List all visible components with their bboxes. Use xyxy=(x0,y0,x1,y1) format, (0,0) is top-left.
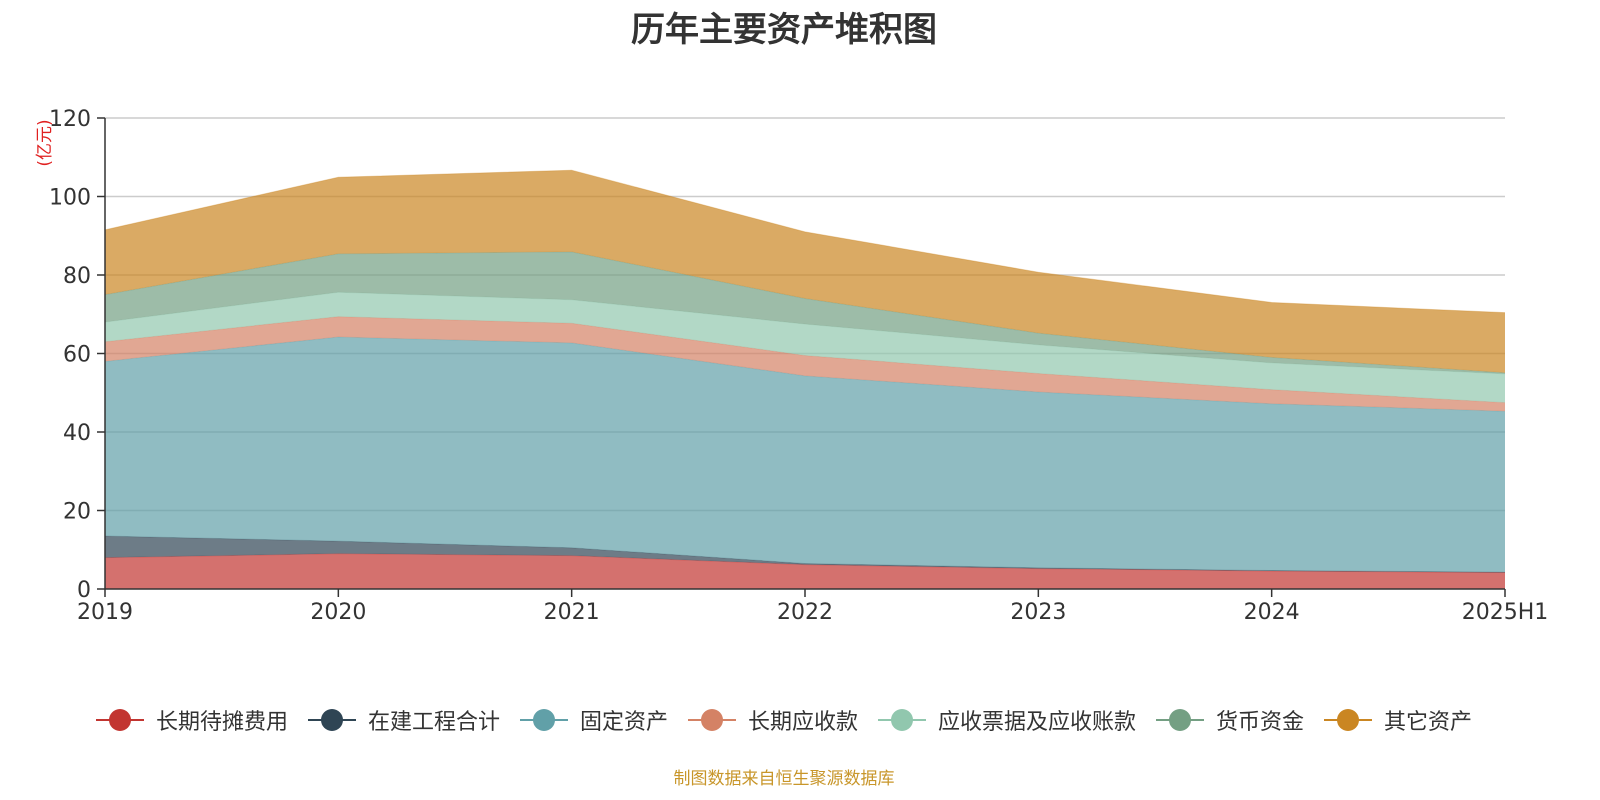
legend-item[interactable]: 其它资产 xyxy=(1324,704,1472,736)
x-tick-label: 2022 xyxy=(777,600,833,625)
area-series-2 xyxy=(105,337,1505,573)
area-series-4 xyxy=(105,292,1505,403)
legend: 长期待摊费用 在建工程合计 固定资产 长期应收款 应收票据及应收账款 货币资金 其它资产 xyxy=(0,700,1568,740)
legend-item[interactable]: 在建工程合计 xyxy=(307,704,500,736)
y-tick-label: 100 xyxy=(49,186,91,211)
legend-label: 长期待摊费用 xyxy=(155,710,288,735)
area-series-0 xyxy=(105,553,1505,589)
area-edge-6 xyxy=(104,169,1506,314)
y-tick-label: 80 xyxy=(63,264,91,289)
legend-label: 货币资金 xyxy=(1216,710,1305,735)
y-axis-unit-label: (亿元) xyxy=(35,119,55,166)
y-tick-label: 0 xyxy=(77,578,91,603)
legend-label: 在建工程合计 xyxy=(367,710,500,735)
legend-label: 应收票据及应收账款 xyxy=(938,710,1137,735)
legend-item[interactable]: 固定资产 xyxy=(519,704,668,736)
legend-label: 长期应收款 xyxy=(747,710,858,735)
y-tick-label: 60 xyxy=(63,343,91,368)
legend-label: 固定资产 xyxy=(579,710,668,735)
stacked-area-chart: 0 20 40 60 80 100 120 2019 2020 2021 2022 2023 2024 2… xyxy=(35,107,1548,625)
y-tick-label: 120 xyxy=(49,107,91,132)
legend-label: 其它资产 xyxy=(1384,710,1473,735)
legend-marker xyxy=(519,708,568,732)
x-tick-label: 2020 xyxy=(310,600,366,625)
x-tick-label: 2024 xyxy=(1244,600,1300,625)
legend-marker xyxy=(1324,708,1373,732)
legend-marker xyxy=(307,708,356,732)
chart-title: 历年主要资产堆积图 xyxy=(631,10,937,50)
legend-marker xyxy=(1156,708,1205,732)
legend-item[interactable]: 长期待摊费用 xyxy=(95,704,288,736)
legend-marker xyxy=(878,708,926,732)
area-series-5 xyxy=(105,251,1505,374)
legend-item[interactable]: 长期应收款 xyxy=(687,704,858,736)
legend-item[interactable]: 货币资金 xyxy=(1156,704,1304,736)
axes: 0 20 40 60 80 100 120 2019 2020 2021 2022 2023 2024 2… xyxy=(49,107,1548,625)
legend-marker xyxy=(687,708,736,732)
area-series-1 xyxy=(105,536,1505,573)
legend-marker xyxy=(95,708,144,732)
area-series-group xyxy=(104,169,1506,589)
area-series-6 xyxy=(105,170,1505,373)
y-tick-label: 20 xyxy=(63,500,91,525)
legend-item[interactable]: 应收票据及应收账款 xyxy=(878,704,1136,736)
y-tick-label: 40 xyxy=(63,421,91,446)
x-tick-label: 2023 xyxy=(1010,600,1066,625)
x-tick-label: 2021 xyxy=(544,600,600,625)
source-note: 制图数据来自恒生聚源数据库 xyxy=(673,769,895,789)
x-tick-label: 2019 xyxy=(77,600,133,625)
area-series-3 xyxy=(105,316,1505,412)
x-tick-label: 2025H1 xyxy=(1462,600,1549,625)
